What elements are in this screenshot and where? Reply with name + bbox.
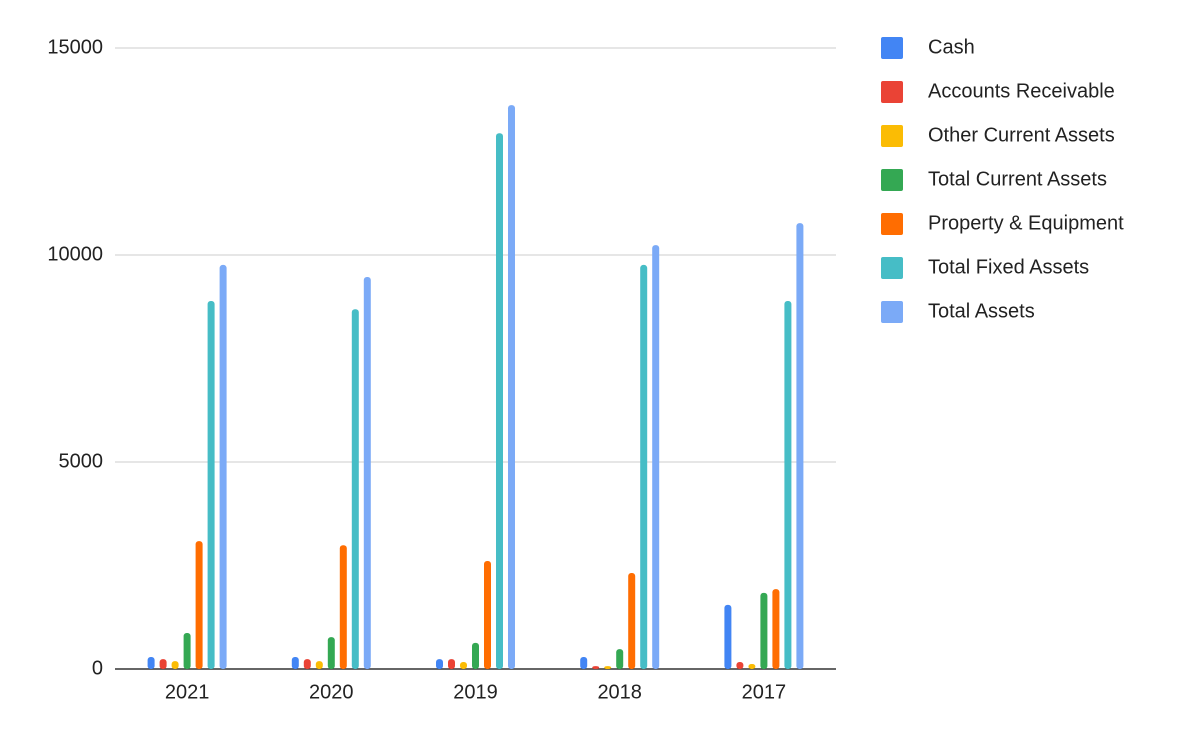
bar (183, 632, 191, 669)
bar (363, 276, 371, 669)
bar (327, 637, 335, 669)
bar (460, 661, 467, 669)
bar (315, 661, 323, 669)
y-tick-label: 15000 (47, 36, 103, 58)
bar (628, 572, 636, 669)
bar (784, 300, 792, 669)
bar (748, 664, 756, 669)
legend-swatch (881, 169, 903, 191)
legend-label: Total Assets (928, 300, 1035, 322)
bar (171, 661, 179, 669)
bar (303, 659, 311, 669)
bar (592, 666, 600, 669)
bar (351, 309, 359, 669)
legend-swatch (881, 257, 903, 279)
bar (760, 592, 768, 669)
bar (159, 659, 167, 669)
bar (219, 264, 227, 669)
x-tick-label: 2018 (597, 681, 642, 703)
legend-label: Property & Equipment (928, 212, 1124, 234)
x-tick-label: 2021 (165, 681, 210, 703)
bar (736, 661, 744, 669)
bar (472, 642, 479, 669)
x-tick-label: 2020 (309, 681, 354, 703)
legend-swatch (881, 301, 903, 323)
bar (484, 560, 491, 669)
bar (508, 105, 515, 669)
bar (207, 300, 215, 669)
bar (496, 133, 503, 669)
x-tick-label: 2019 (453, 681, 498, 703)
legend-swatch (881, 37, 903, 59)
legend-swatch (881, 125, 903, 147)
bar (724, 604, 732, 669)
bar (652, 245, 660, 669)
bar (604, 666, 612, 669)
legend-label: Cash (928, 36, 975, 58)
x-tick-label: 2017 (742, 681, 787, 703)
bar (772, 589, 780, 669)
legend-label: Total Fixed Assets (928, 256, 1089, 278)
legend-swatch (881, 213, 903, 235)
bar (195, 541, 203, 669)
bar (580, 656, 588, 669)
legend-label: Accounts Receivable (928, 80, 1115, 102)
legend-label: Total Current Assets (928, 168, 1107, 190)
bar (796, 223, 804, 669)
y-tick-label: 0 (92, 657, 103, 679)
bar (448, 659, 455, 669)
bar (640, 264, 648, 669)
bar (436, 659, 443, 669)
y-tick-label: 10000 (47, 243, 103, 265)
y-tick-label: 5000 (59, 450, 104, 472)
bar (616, 649, 624, 669)
legend-swatch (881, 81, 903, 103)
bar (147, 656, 155, 669)
bar (291, 656, 299, 669)
legend-label: Other Current Assets (928, 124, 1115, 146)
bar (339, 545, 347, 669)
